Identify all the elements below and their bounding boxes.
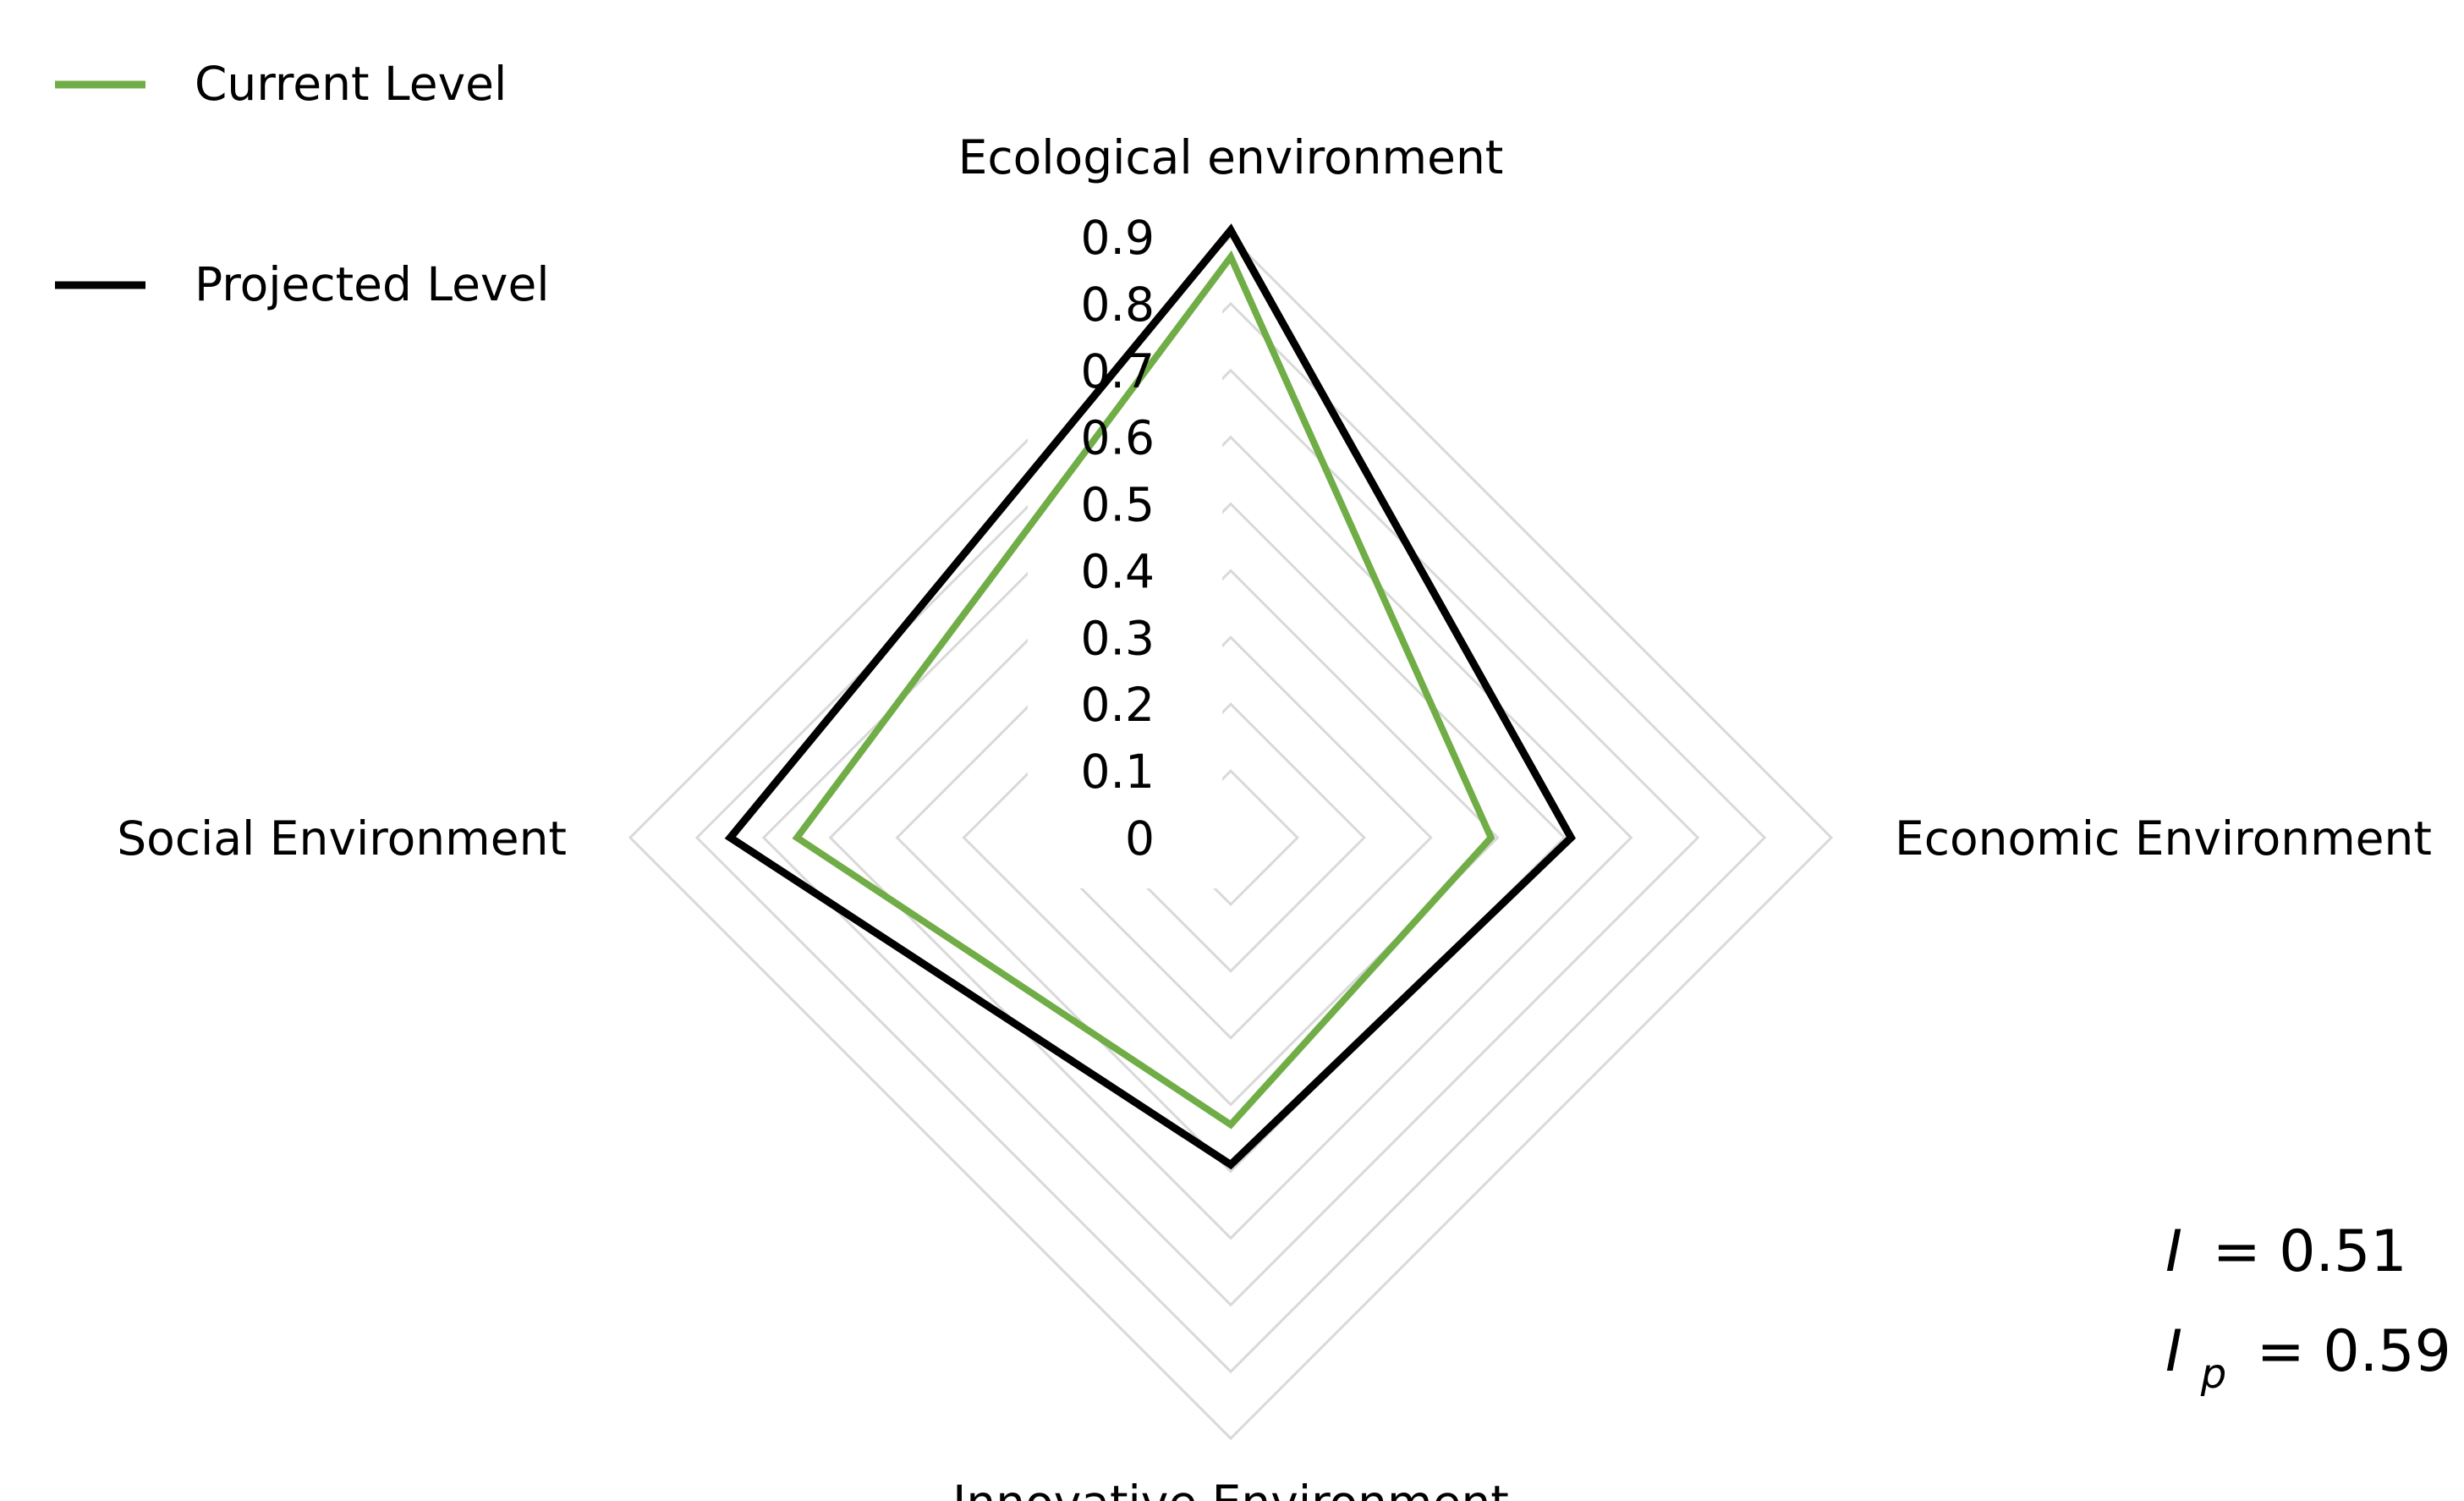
- grid-ring: [895, 502, 1567, 1174]
- tick-label: 0.1: [1081, 745, 1155, 799]
- tick-label: 0.2: [1081, 678, 1155, 732]
- radar-series: [724, 223, 1576, 1170]
- index-ip-value: = 0.59: [2257, 1318, 2451, 1385]
- grid-ring: [628, 234, 1834, 1441]
- grid-ring: [694, 301, 1767, 1374]
- grid-ring: [828, 435, 1633, 1240]
- axis-label: Ecological environment: [958, 130, 1504, 184]
- tick-label: 0.4: [1081, 544, 1155, 598]
- axis-label: Social Environment: [117, 811, 567, 866]
- index-ip-annotation: I p = 0.59: [2165, 1318, 2451, 1402]
- axis-label: Innovative Environment: [952, 1476, 1509, 1501]
- tick-label: 0.7: [1081, 344, 1155, 399]
- index-ip-symbol: I: [2165, 1318, 2182, 1385]
- tick-label: 0: [1125, 811, 1155, 866]
- axis-labels: Ecological environment Economic Environme…: [117, 130, 2432, 1501]
- tick-label: 0.5: [1081, 478, 1155, 532]
- radial-tick-labels: 0 0.1 0.2 0.3 0.4 0.5 0.6 0.7 0.8 0.9: [1081, 211, 1155, 866]
- index-annotations: I = 0.51 I p = 0.59: [2165, 1218, 2451, 1402]
- legend-label: Current Level: [195, 57, 507, 111]
- axis-label: Economic Environment: [1895, 811, 2432, 866]
- tick-label: 0.6: [1081, 411, 1155, 465]
- index-ip-subscript: p: [2200, 1350, 2226, 1398]
- radar-grid: [628, 234, 1834, 1441]
- legend: Current Level Projected Level: [55, 57, 550, 311]
- series-line: [724, 223, 1576, 1170]
- tick-label: 0.8: [1081, 278, 1155, 332]
- tick-label: 0.9: [1081, 211, 1155, 265]
- index-i-value: = 0.51: [2213, 1218, 2407, 1285]
- index-i-annotation: I = 0.51: [2165, 1218, 2407, 1285]
- index-i-symbol: I: [2165, 1218, 2182, 1285]
- tick-label: 0.3: [1081, 611, 1155, 665]
- series-line: [792, 250, 1495, 1130]
- legend-label: Projected Level: [195, 257, 550, 311]
- grid-ring: [761, 368, 1700, 1307]
